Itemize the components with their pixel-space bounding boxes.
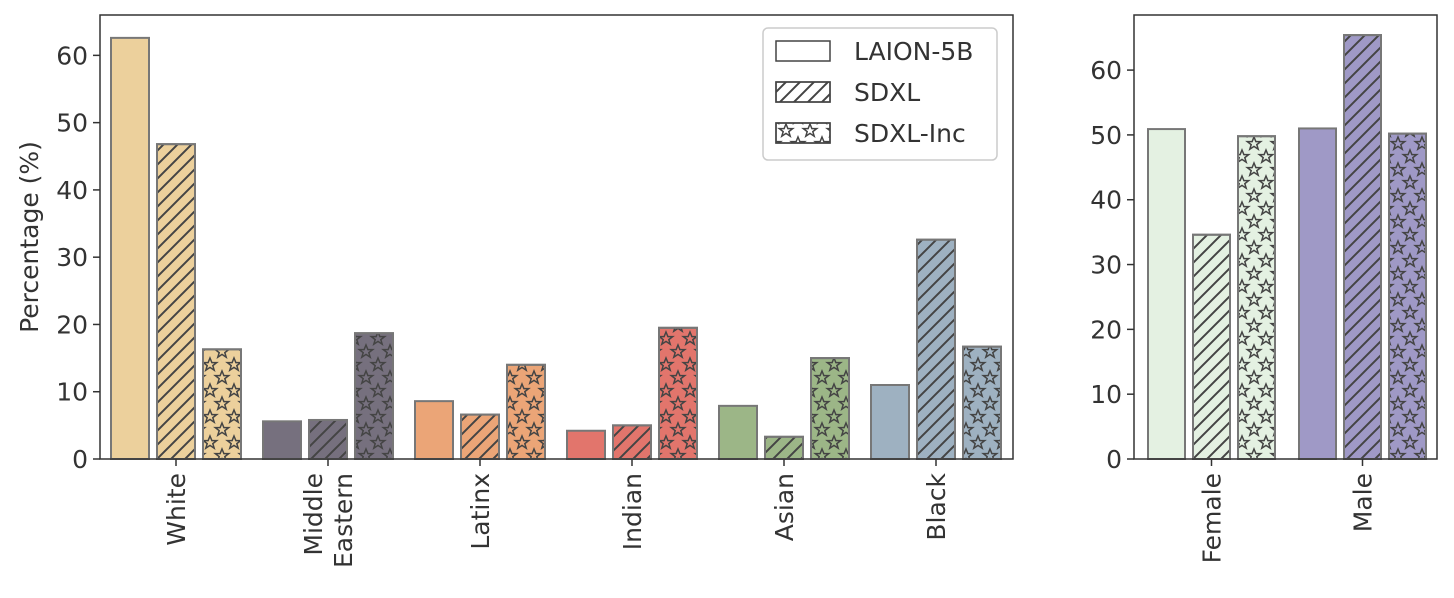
x-tick-label-line: Indian bbox=[618, 473, 647, 550]
x-tick-label-line: White bbox=[162, 473, 191, 546]
bar-female-sdxl-pattern bbox=[1192, 233, 1231, 460]
legend-entry-sdxl-inc-swatch-pattern bbox=[775, 122, 831, 144]
plot-frame bbox=[99, 14, 1014, 460]
bar-male-sdxl-inc-pattern bbox=[1388, 132, 1427, 460]
y-tick-label: 0 bbox=[1106, 445, 1122, 474]
x-tick-label-line: Latinx bbox=[466, 473, 495, 550]
bar-male-sdxl-pattern bbox=[1343, 34, 1382, 460]
bar-white-laion-5b bbox=[110, 36, 150, 460]
x-tick-label-middle-eastern: MiddleEastern bbox=[299, 473, 358, 568]
y-tick-label: 40 bbox=[1090, 186, 1122, 215]
bar-indian-laion-5b bbox=[566, 429, 606, 460]
legend-entry-sdxl-label: SDXL bbox=[854, 78, 920, 107]
y-tick-label: 30 bbox=[1090, 251, 1122, 280]
legend-entry-laion-5b-swatch bbox=[775, 40, 831, 62]
legend-entry-laion-5b-label: LAION-5B bbox=[854, 37, 973, 66]
y-tick-label: 20 bbox=[1090, 315, 1122, 344]
x-tick-label-line: Male bbox=[1349, 473, 1378, 532]
y-tick-label: 60 bbox=[56, 41, 88, 70]
bar-indian-sdxl-pattern bbox=[612, 424, 652, 461]
y-tick-label: 30 bbox=[56, 243, 88, 272]
x-tick-label-latinx: Latinx bbox=[466, 473, 495, 550]
bar-latinx-sdxl-pattern bbox=[460, 413, 500, 461]
bar-black-laion-5b bbox=[870, 384, 910, 460]
bar-female-laion-5b bbox=[1147, 128, 1186, 460]
bar-black-sdxl-pattern bbox=[916, 238, 956, 460]
y-tick-label: 10 bbox=[1090, 380, 1122, 409]
bar-asian-laion-5b bbox=[718, 404, 758, 461]
x-tick-label-black: Black bbox=[922, 472, 951, 540]
plot-frame bbox=[1133, 14, 1438, 460]
bar-white-sdxl-inc-pattern bbox=[202, 348, 242, 461]
x-tick-label-indian: Indian bbox=[618, 473, 647, 550]
x-tick-label-white: White bbox=[162, 473, 191, 546]
y-axis-label: Percentage (%) bbox=[15, 141, 44, 333]
bar-middle-eastern-sdxl-inc-pattern bbox=[354, 332, 394, 461]
y-tick-label: 0 bbox=[72, 445, 88, 474]
bar-indian-sdxl-inc-pattern bbox=[658, 326, 698, 460]
x-tick-label-line: Middle bbox=[299, 473, 328, 556]
x-tick-label-asian: Asian bbox=[770, 473, 799, 541]
bar-black-sdxl-inc-pattern bbox=[962, 345, 1002, 460]
y-tick-label: 20 bbox=[56, 310, 88, 339]
y-tick-label: 50 bbox=[1090, 121, 1122, 150]
bar-male-laion-5b bbox=[1298, 127, 1337, 460]
x-tick-label-female: Female bbox=[1198, 473, 1227, 563]
x-tick-label-line: Female bbox=[1198, 473, 1227, 563]
bar-asian-sdxl-inc-pattern bbox=[810, 357, 850, 460]
y-tick-label: 50 bbox=[56, 109, 88, 138]
bar-latinx-laion-5b bbox=[414, 400, 454, 460]
bar-latinx-sdxl-inc-pattern bbox=[506, 363, 546, 460]
x-tick-label-line: Eastern bbox=[329, 473, 358, 568]
bar-female-sdxl-inc-pattern bbox=[1237, 135, 1276, 460]
x-tick-label-male: Male bbox=[1349, 473, 1378, 532]
y-tick-label: 40 bbox=[56, 176, 88, 205]
bar-middle-eastern-laion-5b bbox=[262, 420, 302, 460]
y-tick-label: 60 bbox=[1090, 56, 1122, 85]
left-panel: White MiddleEastern Latinx Indian Asian Black… bbox=[15, 14, 1014, 568]
x-tick-label-line: Black bbox=[922, 472, 951, 540]
y-tick-label: 10 bbox=[56, 378, 88, 407]
legend-entry-sdxl-inc-label: SDXL-Inc bbox=[854, 119, 966, 148]
bar-white-sdxl-pattern bbox=[156, 143, 196, 460]
x-tick-label-line: Asian bbox=[770, 473, 799, 541]
bar-middle-eastern-sdxl-pattern bbox=[308, 418, 348, 460]
legend-entry-sdxl-swatch-pattern bbox=[775, 81, 831, 103]
bar-asian-sdxl-pattern bbox=[764, 435, 804, 460]
legend: LAION-5B SDXL SDXL-Inc bbox=[762, 27, 998, 161]
right-panel: Female Male 0 10 20 30 40 50 60 bbox=[1090, 14, 1438, 563]
